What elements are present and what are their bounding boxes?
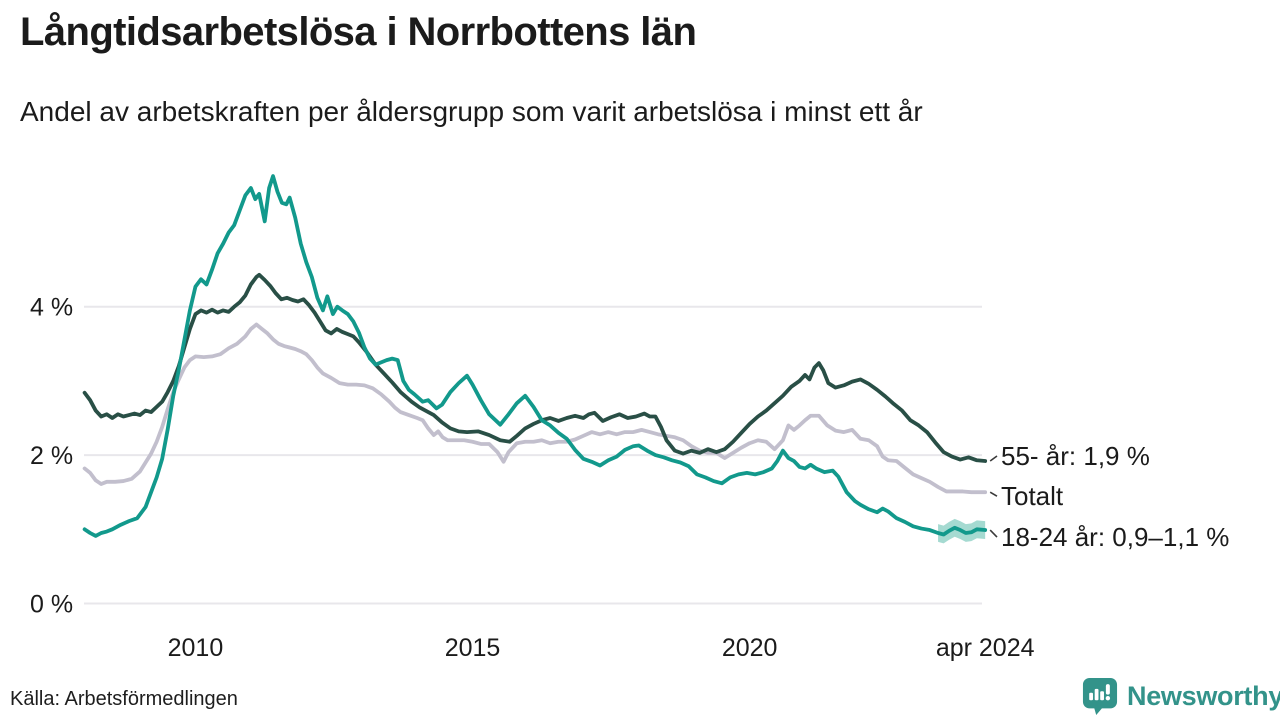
series-end-label-55: 55- år: 1,9 % xyxy=(1001,441,1150,472)
newsworthy-wordmark: Newsworthy xyxy=(1127,681,1280,711)
label-connector-55 xyxy=(989,455,998,462)
y-axis-tick-label: 2 % xyxy=(30,442,73,470)
label-connector-totalt xyxy=(989,491,998,497)
x-axis-tick-label: 2020 xyxy=(722,634,778,662)
series-end-label-totalt: Totalt xyxy=(1001,481,1064,512)
label-connector-18-24 xyxy=(989,529,998,538)
x-axis-tick-label: apr 2024 xyxy=(936,634,1035,662)
x-axis-tick-label: 2015 xyxy=(445,634,501,662)
page-title: Långtidsarbetslösa i Norrbottens län xyxy=(20,10,697,54)
series-line-totalt xyxy=(82,322,988,495)
series-end-label-18-24: 18-24 år: 0,9–1,1 % xyxy=(1001,522,1230,553)
y-axis-tick-label: 4 % xyxy=(30,294,73,322)
x-axis-tick-label: 2010 xyxy=(168,634,224,662)
bar-chart-speech-bubble-icon xyxy=(1082,678,1118,715)
series-line-55 xyxy=(82,272,988,463)
y-axis-tick-label: 0 % xyxy=(30,591,73,619)
source-note: Källa: Arbetsförmedlingen xyxy=(10,688,238,710)
page-subtitle: Andel av arbetskraften per åldersgrupp s… xyxy=(20,96,923,127)
series-line-18-24 xyxy=(82,174,988,538)
newsworthy-logo: Newsworthy xyxy=(1082,677,1280,716)
